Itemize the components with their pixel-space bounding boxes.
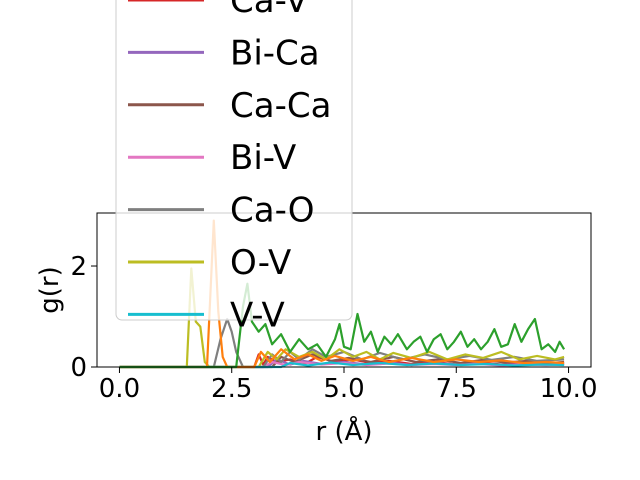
series-line-o-v xyxy=(119,267,565,369)
y-tick-label: 0 xyxy=(70,353,87,383)
legend-label: V-V xyxy=(230,295,285,335)
legend-label: O-V xyxy=(230,243,291,283)
x-axis-ticks: 0.0 2.5 5.0 7.5 10.0 xyxy=(99,367,598,404)
y-axis-ticks: 02 xyxy=(70,252,97,383)
x-axis-label: r (Å) xyxy=(315,415,372,447)
plot-lines xyxy=(119,219,566,369)
x-tick-label: 10.0 xyxy=(540,374,598,404)
legend-label: Ca-Ca xyxy=(230,86,331,126)
y-tick-label: 2 xyxy=(70,252,87,282)
x-tick-label: 5.0 xyxy=(323,374,364,404)
legend: Ca-V Bi-Ca Ca-Ca Bi-V Ca-O O-V V-V xyxy=(115,0,353,335)
x-tick-label: 2.5 xyxy=(211,374,252,404)
x-tick-label: 7.5 xyxy=(436,374,477,404)
x-tick-label: 0.0 xyxy=(99,374,140,404)
series-line-unlabeled-8 xyxy=(119,282,566,369)
legend-label: Ca-V xyxy=(230,0,308,21)
y-axis-label: g(r) xyxy=(35,266,65,313)
legend-label: Ca-O xyxy=(230,191,315,231)
legend-label: Bi-Ca xyxy=(230,33,320,73)
legend-label: Bi-V xyxy=(230,138,296,178)
series-line-v-v xyxy=(119,361,565,369)
series-line-unlabeled-7 xyxy=(119,219,565,369)
legend-box xyxy=(115,0,353,321)
